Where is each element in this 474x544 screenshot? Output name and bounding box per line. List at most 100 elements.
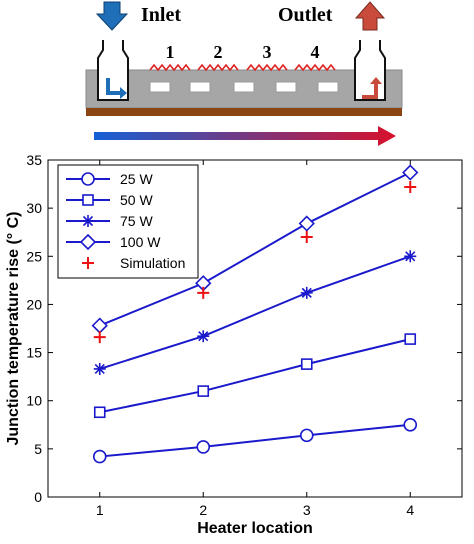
y-tick-label: 0 [34,489,42,505]
y-tick-label: 30 [26,200,42,216]
chart: 0 5 10 15 20 25 30 35 1 2 3 4 25 W 50 W 75 W 100 W Sim… [5,152,463,537]
heater-1-zigzag [149,63,191,72]
series-50-w [93,333,417,419]
y-axis: 0 5 10 15 20 25 30 35 [26,152,462,505]
legend-label: 50 W [120,192,153,208]
outlet-turn-arrow-icon [362,77,382,99]
marker-asterisk [300,286,313,299]
x-axis: 1 2 3 4 [96,160,414,518]
marker-plus [82,257,94,269]
marker-plus [404,180,417,193]
marker-square [404,333,417,345]
marker-diamond [402,164,419,181]
marker-asterisk [82,215,94,227]
series-25-w [92,417,418,464]
legend: 25 W 50 W 75 W 100 W Simulation [57,164,199,279]
marker-diamond [79,233,97,251]
heater-label-3: 3 [263,42,272,62]
outlet-label: Outlet [278,4,333,26]
base-plate [86,108,402,116]
legend-marker [79,233,97,251]
data-point [402,164,419,181]
heater-3-zigzag [246,63,288,72]
series-layer [91,164,419,464]
outlet-up-arrow-icon [354,1,386,31]
marker-asterisk [93,362,106,375]
marker-plus [300,231,313,244]
y-tick-label: 5 [34,441,42,457]
heater-4-zigzag [294,63,336,72]
channel-window [275,81,297,93]
legend-entry: 25 W [66,171,153,187]
marker-square [82,194,94,206]
marker-circle [81,172,95,186]
data-point [404,250,417,263]
channel-window [233,81,255,93]
data-point [197,385,210,397]
series-line [99,423,411,458]
marker-plus [197,286,210,299]
marker-circle [92,449,107,464]
series-line [99,338,411,414]
inlet-down-arrow-icon [95,1,129,31]
series-75-w [93,250,417,375]
heater-zigzags [149,63,336,72]
marker-circle [403,417,418,432]
heater-label-1: 1 [166,42,175,62]
legend-marker [82,194,94,206]
y-tick-label: 25 [26,248,42,264]
x-tick-label: 3 [303,502,311,518]
legend-label: 75 W [120,213,153,229]
data-point [298,215,315,232]
x-tick-label: 4 [406,502,414,518]
data-point [93,362,106,375]
inlet-turn-arrow-icon [106,78,127,99]
legend-label: Simulation [120,255,185,271]
heater-label-4: 4 [311,42,320,62]
series-simulation [93,180,417,344]
y-tick-label: 10 [26,393,42,409]
legend-entry: 50 W [66,192,153,208]
data-point [404,333,417,345]
legend-label: 25 W [120,171,153,187]
data-point [92,449,107,464]
series-100-w [91,164,419,334]
channel-window [189,81,211,93]
marker-diamond [298,215,315,232]
x-tick-label: 1 [96,502,104,518]
inlet-manifold [97,40,129,101]
outlet-manifold [354,40,386,101]
legend-entry: 75 W [66,213,153,229]
data-point [300,231,313,244]
data-point [93,406,106,419]
legend-marker [82,215,94,227]
data-point [300,358,313,370]
data-point [197,286,210,299]
channel-window [317,81,339,93]
data-point [299,428,314,443]
legend-entry: Simulation [82,255,185,271]
legend-marker [81,172,95,186]
marker-circle [299,428,314,443]
inlet-label: Inlet [141,4,181,26]
marker-plus [93,331,106,344]
marker-square [300,358,313,370]
x-tick-label: 2 [199,502,207,518]
legend-marker [82,257,94,269]
microchannel-schematic: 1 2 3 4 Inlet Outlet [85,1,403,146]
x-axis-label: Heater location [197,520,313,537]
marker-circle [196,440,211,454]
flow-gradient-arrow [94,126,396,146]
y-axis-label: Junction temperature rise (° C) [5,212,22,446]
data-point [197,330,210,343]
legend-entry: 100 W [66,233,161,251]
marker-asterisk [197,330,210,343]
data-point [300,286,313,299]
marker-square [197,385,210,397]
series-line [99,171,411,327]
data-point [404,180,417,193]
data-point [93,331,106,344]
channel-window [149,81,171,93]
y-tick-label: 15 [26,345,42,361]
